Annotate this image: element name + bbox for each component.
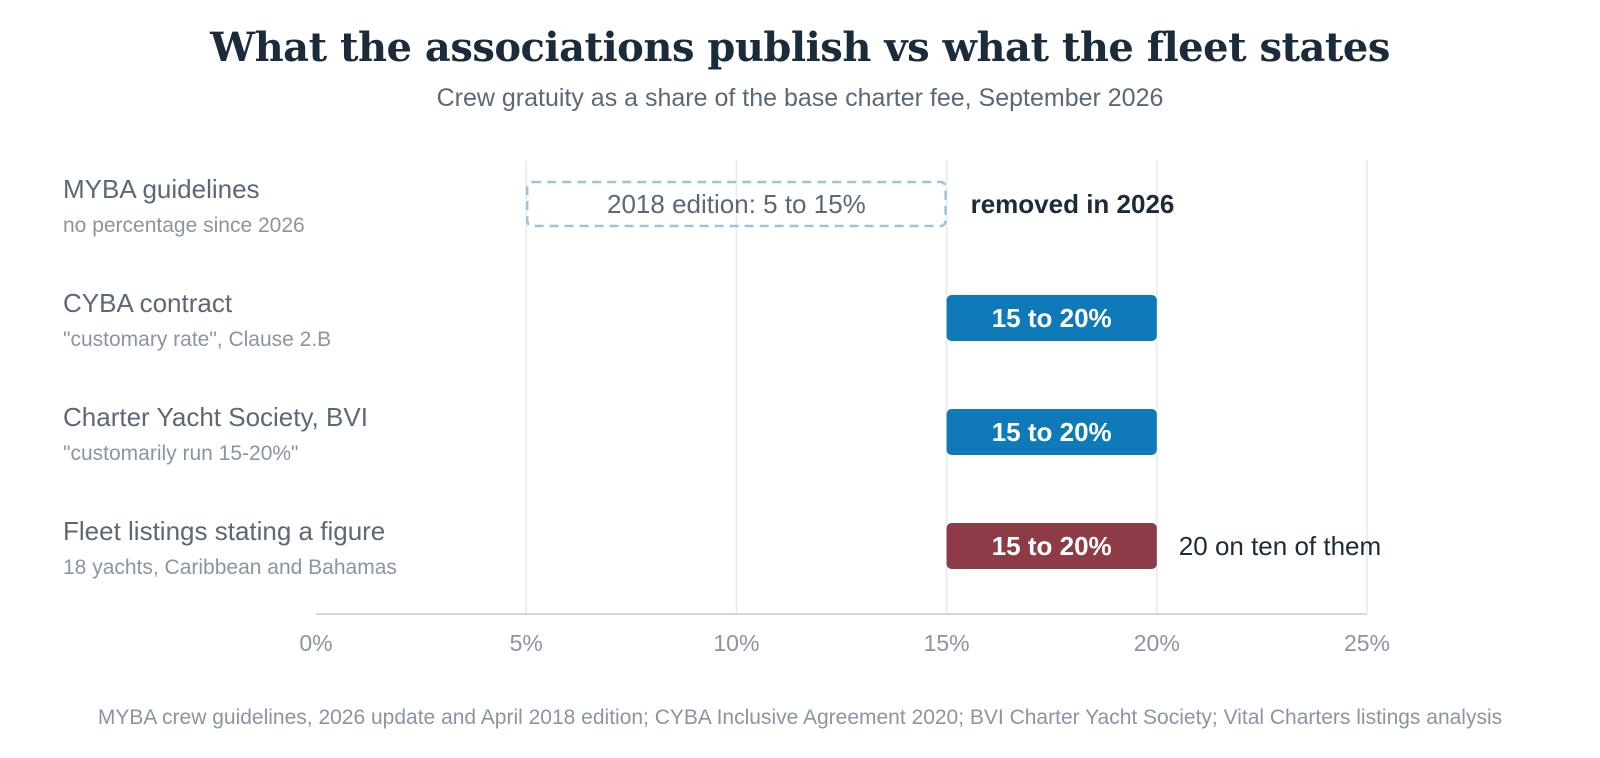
x-tick-label: 25%	[1344, 630, 1390, 656]
chart-title: What the associations publish vs what th…	[210, 24, 1390, 71]
bar-annotation: removed in 2026	[971, 189, 1175, 219]
x-tick-label: 0%	[299, 630, 332, 656]
bar-label: 15 to 20%	[992, 303, 1112, 333]
chart-row: MYBA guidelines no percentage since 2026 2…	[63, 174, 1174, 237]
chart-row: Charter Yacht Society, BVI "customarily r…	[63, 402, 1157, 465]
x-tick-label: 15%	[924, 630, 970, 656]
row-label: Charter Yacht Society, BVI	[63, 402, 368, 432]
range-bar	[946, 409, 1157, 455]
bar-label: 2018 edition: 5 to 15%	[607, 189, 866, 219]
range-bar-outline	[525, 180, 947, 228]
source-note: MYBA crew guidelines, 2026 update and Ap…	[97, 706, 1503, 729]
x-tick-label: 10%	[713, 630, 759, 656]
row-sublabel: 18 yachts, Caribbean and Bahamas	[63, 556, 397, 579]
row-label: Fleet listings stating a figure	[63, 516, 385, 546]
chart-rows: MYBA guidelines no percentage since 2026 2…	[63, 174, 1381, 579]
x-tick-label: 20%	[1134, 630, 1180, 656]
row-label: CYBA contract	[63, 288, 233, 318]
range-bar	[946, 523, 1157, 569]
row-sublabel: "customarily run 15-20%"	[63, 442, 299, 465]
row-label: MYBA guidelines	[63, 174, 260, 204]
row-sublabel: "customary rate", Clause 2.B	[63, 328, 331, 351]
row-sublabel: no percentage since 2026	[63, 214, 305, 237]
bar-annotation: 20 on ten of them	[1179, 531, 1381, 561]
chart-row: CYBA contract "customary rate", Clause 2.…	[63, 288, 1157, 351]
bar-label: 15 to 20%	[992, 417, 1112, 447]
bar-label: 15 to 20%	[992, 531, 1112, 561]
chart-row: Fleet listings stating a figure 18 yachts…	[63, 516, 1381, 579]
chart-subtitle: Crew gratuity as a share of the base cha…	[436, 84, 1164, 112]
range-bar	[946, 295, 1157, 341]
x-tick-label: 5%	[510, 630, 543, 656]
x-axis: 0% 5% 10% 15% 20% 25%	[299, 613, 1390, 656]
